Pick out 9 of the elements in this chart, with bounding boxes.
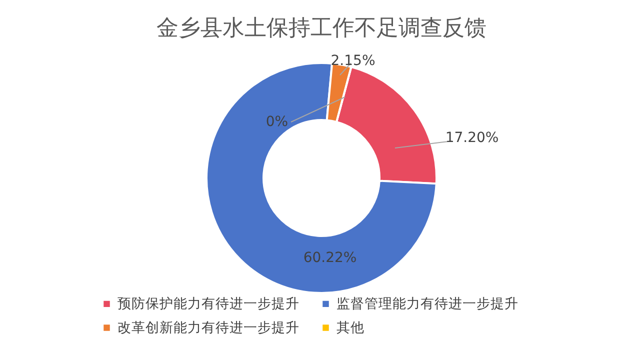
data-label: 60.22% [303, 250, 357, 266]
legend-label: 监督管理能力有待进一步提升 [336, 296, 518, 312]
legend-label: 其他 [336, 320, 364, 336]
chart-title: 金乡县水土保持工作不足调查反馈 [156, 16, 486, 41]
legend-label: 改革创新能力有待进一步提升 [118, 320, 300, 336]
data-label: 17.20% [445, 130, 499, 146]
text: 0% [266, 114, 288, 130]
data-label: 2.15% [330, 53, 376, 69]
legend-label: 预防保护能力有待进一步提升 [118, 296, 300, 312]
